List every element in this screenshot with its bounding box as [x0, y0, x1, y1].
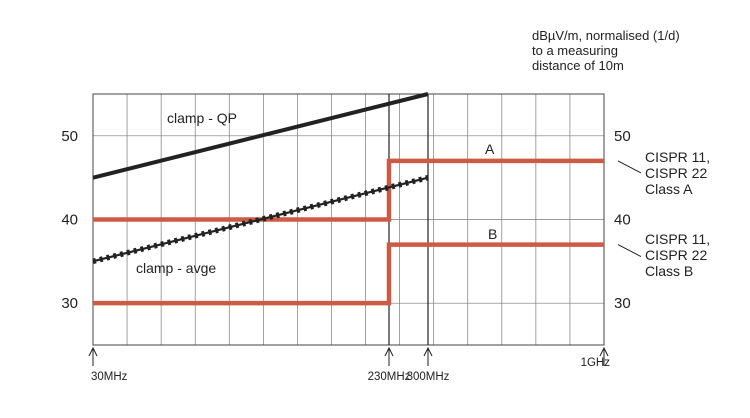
- x-tick-label: 300MHz: [407, 371, 450, 383]
- class-b-limit-line: [93, 242, 604, 306]
- class-b-annotation-line: Class B: [645, 263, 693, 279]
- x-tick-arrow: [88, 346, 98, 357]
- clamp-qp-line: [92, 92, 429, 180]
- y-tick-label-right: 50: [614, 128, 631, 145]
- y-tick-label-left: 40: [61, 212, 78, 229]
- class-a-limit-line-label: A: [485, 141, 495, 157]
- class-a-annotation-line: Class A: [645, 181, 693, 197]
- x-tick-label: 1GHz: [581, 357, 611, 369]
- clamp-avge-line-label: clamp - avge: [136, 260, 216, 276]
- x-tick-arrow: [599, 346, 609, 357]
- class-b-annotation-line: CISPR 11,: [645, 231, 710, 247]
- class-b-annotation-leader: [617, 244, 642, 258]
- x-tick-arrow: [423, 346, 433, 357]
- y-tick-label-right: 40: [614, 212, 631, 229]
- y-tick-label-left: 50: [61, 128, 78, 145]
- class-b-limit-line-label: B: [488, 226, 497, 242]
- grid: [92, 93, 605, 346]
- y-tick-label-right: 30: [614, 295, 631, 312]
- class-b-annotation-line: CISPR 22: [645, 247, 707, 263]
- class-a-annotation-leader: [617, 160, 642, 174]
- y-tick-label-left: 30: [61, 295, 78, 312]
- class-a-limit-line: [93, 158, 604, 222]
- series-layer: [92, 92, 604, 306]
- units-note-line: dBµV/m, normalised (1/d): [532, 28, 680, 43]
- class-a-annotation-line: CISPR 11,: [645, 149, 710, 165]
- clamp-qp-line-label: clamp - QP: [167, 110, 237, 126]
- class-a-annotation-line: CISPR 22: [645, 165, 707, 181]
- x-tick-label: 30MHz: [91, 371, 128, 383]
- clamp-avge-line-dots: [92, 174, 429, 265]
- units-note-line: to a measuring: [532, 43, 618, 58]
- units-note-line: distance of 10m: [532, 58, 624, 73]
- x-tick-arrow: [384, 346, 394, 357]
- x-tick-label: 230MHz: [368, 371, 411, 383]
